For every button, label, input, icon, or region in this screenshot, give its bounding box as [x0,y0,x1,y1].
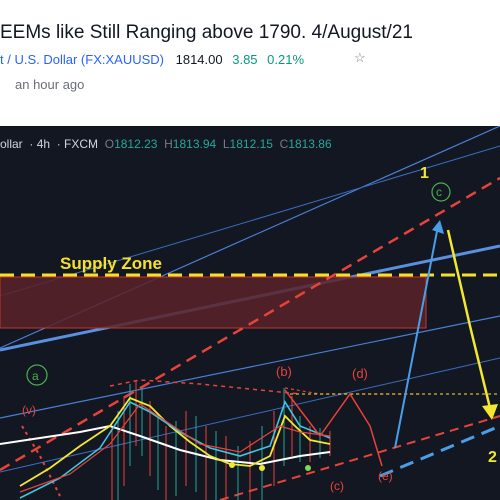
last-price: 1814.00 [175,52,223,67]
ma-white [0,424,331,466]
supply-zone-box [0,276,427,329]
legend-open: 1812.23 [114,137,158,151]
legend-source: FXCM [64,137,99,151]
wave-c-label: (c) [330,479,344,493]
wave-2-label: 2 [488,449,497,466]
wave-d-label: (d) [352,366,368,381]
blue-projection [394,225,439,449]
legend-open-label: O [104,137,115,151]
symbol-ticker[interactable]: FX:XAUUSD [85,52,160,67]
wave-path [284,389,383,467]
signal-dot [259,465,265,471]
idea-header: EEMs like Still Ranging above 1790. 4/Au… [0,0,500,126]
blue-projection-arrow [432,220,444,234]
yellow-projection-arrow [482,404,498,420]
legend-interval[interactable]: 4h [36,137,51,151]
wave-c-circle [431,182,451,202]
supply-zone-label: Supply Zone [60,254,162,273]
published-time: an hour ago [15,77,85,92]
legend-low: 1812.15 [229,137,273,151]
red-trendline-upper [0,176,500,472]
chart-drawing: Supply Zone [0,126,500,500]
red-dotted-wave [21,425,61,497]
wave-c-circle-label: c [436,185,442,199]
signal-dot [305,465,311,471]
legend-high-label: H [164,137,173,151]
symbol-row[interactable]: t / U.S. Dollar (FX:XAUUSD) 1814.00 3.85… [0,52,305,67]
wave-v-label: (v) [22,403,36,417]
idea-title: EEMs like Still Ranging above 1790. 4/Au… [0,22,413,43]
chart-legend: ollar · 4h · FXCM O1812.23 H1813.94 L181… [0,137,332,151]
red-dotted-top [109,379,301,395]
wave-e-label: (e) [378,469,393,483]
yellow-projection [446,229,492,409]
wave-b-label: (b) [276,364,292,379]
wave-a-circle [26,364,48,386]
wave-1-label: 1 [420,165,429,182]
legend-low-label: L [222,137,230,151]
signal-dot [229,462,235,468]
ma-red [19,403,331,493]
legend-symbol: ollar [0,137,23,151]
legend-close: 1813.86 [288,137,332,151]
star-icon[interactable]: ☆ [354,50,366,65]
symbol-name[interactable]: t / U.S. Dollar [0,52,78,67]
legend-close-label: C [279,137,289,151]
channel-line-upper [0,145,500,297]
channel-line-mid [0,315,500,419]
candle-cluster [111,380,331,500]
wave-a-circle-label: a [32,369,39,383]
price-chart[interactable]: ollar · 4h · FXCM O1812.23 H1813.94 L181… [0,126,500,500]
channel-line-low [0,357,500,473]
price-change-percent: 0.21% [267,52,305,67]
ma-yellow [19,396,331,487]
legend-high: 1813.94 [172,137,217,151]
red-dotted-b [284,387,420,395]
price-change: 3.85 [232,52,258,67]
red-trendline-lower [219,415,500,500]
